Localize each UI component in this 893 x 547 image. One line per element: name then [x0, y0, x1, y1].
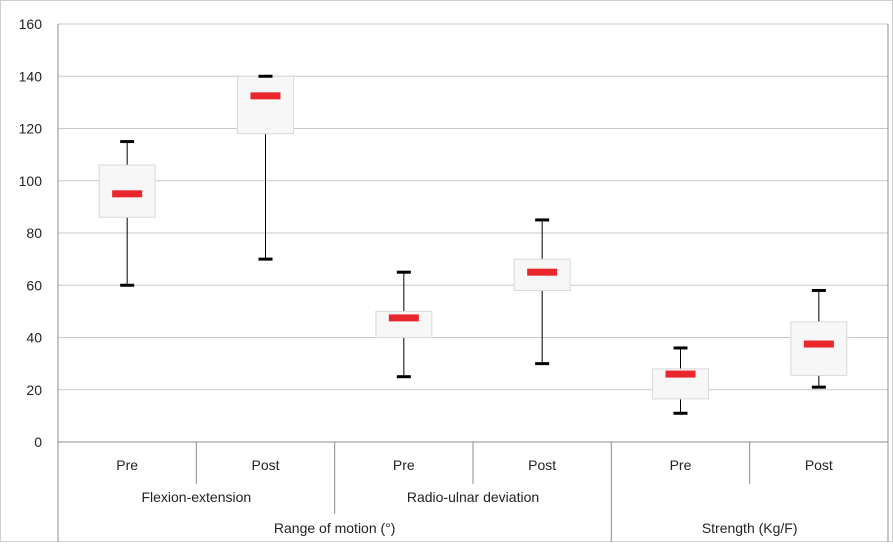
x-category-label: Pre [116, 457, 138, 473]
box-iqr [237, 75, 294, 135]
x-category-label: Post [805, 457, 833, 473]
median-marker [803, 340, 834, 348]
boxes [98, 74, 848, 415]
x-supergroup-label: Strength (Kg/F) [702, 520, 798, 536]
y-axis-ticks: 0 20 40 60 80 100 120 140 160 [19, 16, 43, 450]
y-tick-label: 80 [26, 225, 42, 241]
x-category-label: Post [528, 457, 556, 473]
y-tick-label: 160 [19, 16, 43, 32]
x-group-label: Radio-ulnar deviation [407, 489, 539, 505]
y-tick-label: 100 [19, 173, 43, 189]
x-category-label: Pre [670, 457, 692, 473]
box-6 [790, 288, 848, 389]
x-group-label: Flexion-extension [141, 489, 251, 505]
y-tick-label: 120 [19, 121, 43, 137]
box-2 [237, 74, 294, 261]
box-1 [98, 140, 156, 287]
y-tick-label: 20 [26, 382, 42, 398]
x-category-label: Post [251, 457, 279, 473]
box-iqr [790, 321, 848, 376]
x-category-label: Pre [393, 457, 415, 473]
median-marker [665, 370, 696, 378]
median-marker [250, 92, 281, 100]
x-supergroup-label: Range of motion (°) [274, 520, 396, 536]
median-marker [388, 314, 419, 322]
y-tick-label: 40 [26, 330, 42, 346]
median-marker [527, 268, 558, 276]
y-tick-label: 0 [34, 434, 42, 450]
y-tick-label: 60 [26, 277, 42, 293]
median-marker [112, 190, 143, 198]
y-tick-label: 140 [19, 68, 43, 84]
box-4 [513, 218, 571, 366]
box-3 [375, 270, 433, 379]
box-5 [652, 346, 709, 415]
